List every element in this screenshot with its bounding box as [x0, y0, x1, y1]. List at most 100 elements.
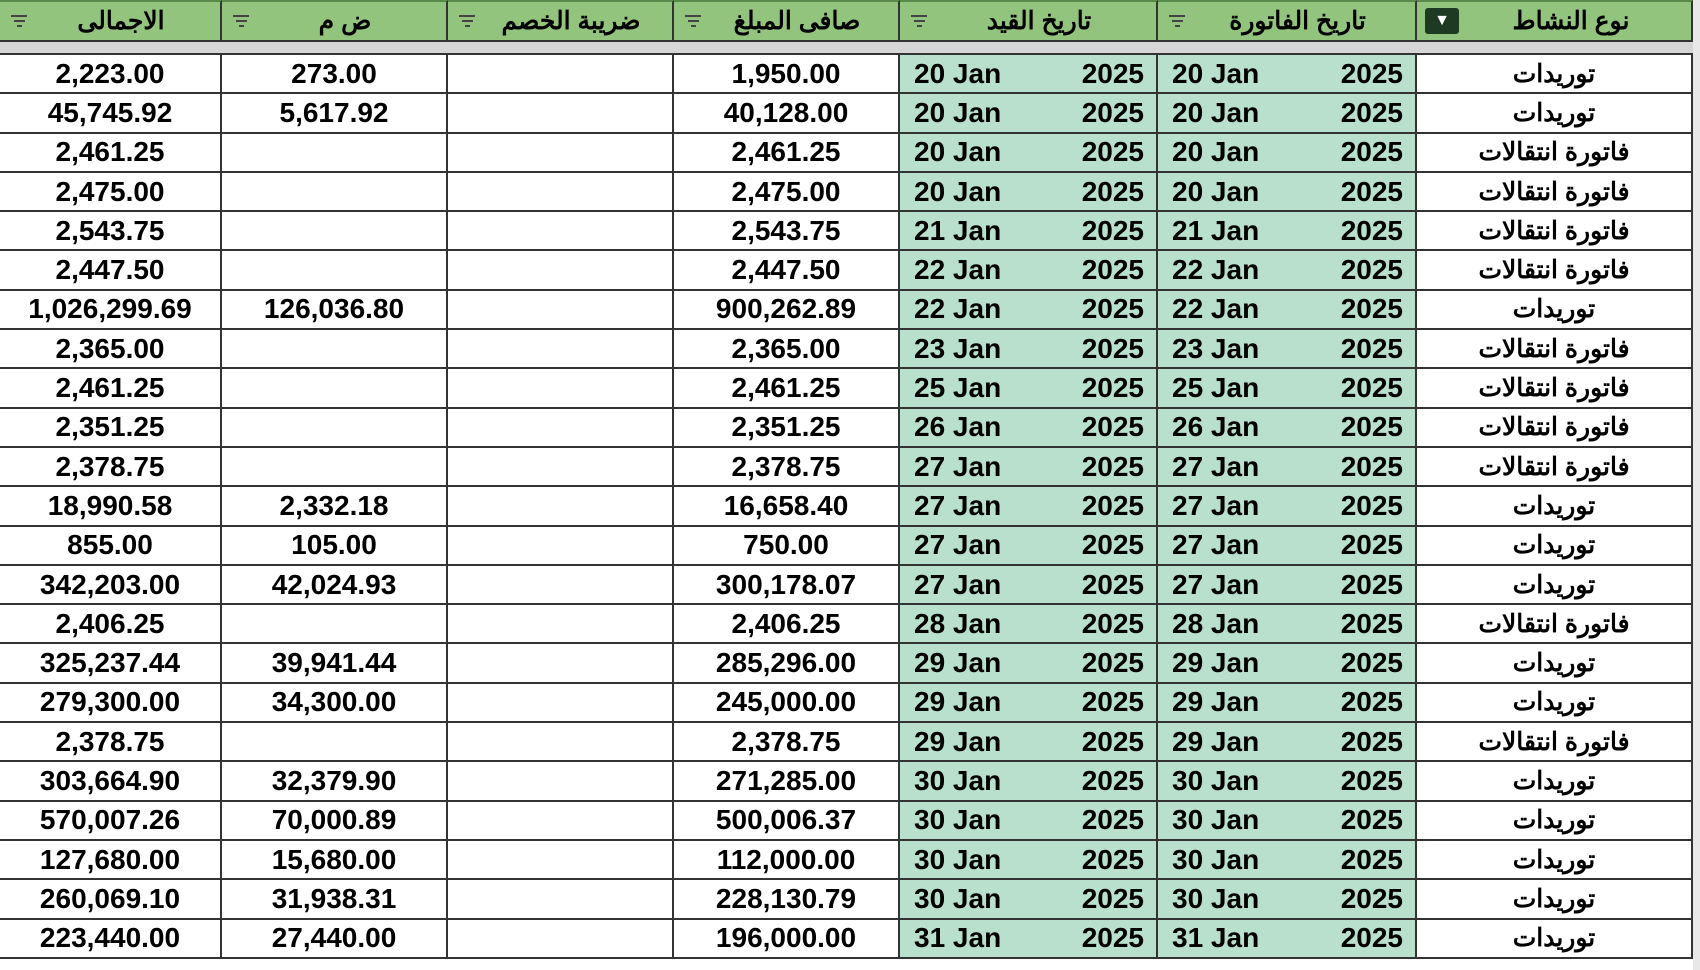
cell-total[interactable]: 2,461.25	[0, 369, 222, 409]
cell-activity-type[interactable]: توريدات	[1417, 840, 1693, 881]
cell-withholding-tax[interactable]	[448, 526, 674, 566]
cell-net-amount[interactable]: 16,658.40	[674, 487, 900, 527]
cell-total[interactable]: 2,475.00	[0, 172, 222, 213]
cell-total[interactable]: 2,461.25	[0, 133, 222, 173]
filter-dropdown-icon[interactable]	[8, 12, 30, 30]
cell-total[interactable]: 2,406.25	[0, 605, 222, 645]
cell-posting-date[interactable]: 31 Jan 2025	[900, 919, 1158, 959]
cell-withholding-tax[interactable]	[448, 133, 674, 173]
cell-posting-date[interactable]: 29 Jan 2025	[900, 683, 1158, 724]
cell-withholding-tax[interactable]	[448, 644, 674, 684]
cell-posting-date[interactable]: 27 Jan 2025	[900, 526, 1158, 566]
cell-net-amount[interactable]: 2,543.75	[674, 212, 900, 252]
cell-posting-date[interactable]: 22 Jan 2025	[900, 251, 1158, 291]
cell-vat[interactable]	[222, 251, 448, 291]
cell-net-amount[interactable]: 300,178.07	[674, 565, 900, 606]
cell-invoice-date[interactable]: 25 Jan 2025	[1158, 369, 1417, 409]
cell-vat[interactable]	[222, 172, 448, 213]
cell-posting-date[interactable]: 25 Jan 2025	[900, 369, 1158, 409]
cell-invoice-date[interactable]: 20 Jan 2025	[1158, 55, 1417, 95]
cell-vat[interactable]: 31,938.31	[222, 880, 448, 920]
cell-invoice-date[interactable]: 29 Jan 2025	[1158, 723, 1417, 763]
cell-vat[interactable]	[222, 605, 448, 645]
cell-net-amount[interactable]: 2,447.50	[674, 251, 900, 291]
cell-invoice-date[interactable]: 29 Jan 2025	[1158, 644, 1417, 684]
cell-vat[interactable]: 39,941.44	[222, 644, 448, 684]
cell-vat[interactable]: 126,036.80	[222, 290, 448, 331]
cell-total[interactable]: 2,543.75	[0, 212, 222, 252]
cell-total[interactable]: 127,680.00	[0, 840, 222, 881]
cell-invoice-date[interactable]: 30 Jan 2025	[1158, 801, 1417, 841]
cell-net-amount[interactable]: 196,000.00	[674, 919, 900, 959]
cell-net-amount[interactable]: 2,461.25	[674, 369, 900, 409]
cell-posting-date[interactable]: 29 Jan 2025	[900, 723, 1158, 763]
cell-withholding-tax[interactable]	[448, 723, 674, 763]
cell-total[interactable]: 2,378.75	[0, 447, 222, 488]
cell-withholding-tax[interactable]	[448, 55, 674, 95]
cell-activity-type[interactable]: فاتورة انتقالات	[1417, 605, 1693, 645]
cell-invoice-date[interactable]: 26 Jan 2025	[1158, 408, 1417, 448]
cell-vat[interactable]: 273.00	[222, 55, 448, 95]
cell-activity-type[interactable]: توريدات	[1417, 919, 1693, 959]
cell-total[interactable]: 260,069.10	[0, 880, 222, 920]
cell-posting-date[interactable]: 30 Jan 2025	[900, 840, 1158, 881]
cell-posting-date[interactable]: 20 Jan 2025	[900, 133, 1158, 173]
cell-activity-type[interactable]: توريدات	[1417, 290, 1693, 331]
cell-vat[interactable]: 70,000.89	[222, 801, 448, 841]
cell-activity-type[interactable]: توريدات	[1417, 762, 1693, 802]
cell-posting-date[interactable]: 22 Jan 2025	[900, 290, 1158, 331]
cell-net-amount[interactable]: 2,351.25	[674, 408, 900, 448]
cell-total[interactable]: 855.00	[0, 526, 222, 566]
cell-net-amount[interactable]: 271,285.00	[674, 762, 900, 802]
cell-invoice-date[interactable]: 27 Jan 2025	[1158, 565, 1417, 606]
cell-total[interactable]: 2,447.50	[0, 251, 222, 291]
cell-withholding-tax[interactable]	[448, 251, 674, 291]
cell-withholding-tax[interactable]	[448, 212, 674, 252]
cell-invoice-date[interactable]: 27 Jan 2025	[1158, 447, 1417, 488]
cell-withholding-tax[interactable]	[448, 801, 674, 841]
cell-activity-type[interactable]: فاتورة انتقالات	[1417, 723, 1693, 763]
cell-posting-date[interactable]: 23 Jan 2025	[900, 330, 1158, 370]
cell-invoice-date[interactable]: 27 Jan 2025	[1158, 526, 1417, 566]
cell-withholding-tax[interactable]	[448, 330, 674, 370]
cell-invoice-date[interactable]: 30 Jan 2025	[1158, 762, 1417, 802]
cell-withholding-tax[interactable]	[448, 369, 674, 409]
cell-vat[interactable]	[222, 408, 448, 448]
cell-withholding-tax[interactable]	[448, 880, 674, 920]
cell-activity-type[interactable]: توريدات	[1417, 644, 1693, 684]
cell-total[interactable]: 18,990.58	[0, 487, 222, 527]
cell-invoice-date[interactable]: 31 Jan 2025	[1158, 919, 1417, 959]
cell-invoice-date[interactable]: 20 Jan 2025	[1158, 172, 1417, 213]
cell-net-amount[interactable]: 40,128.00	[674, 94, 900, 134]
cell-activity-type[interactable]: فاتورة انتقالات	[1417, 408, 1693, 448]
cell-activity-type[interactable]: فاتورة انتقالات	[1417, 251, 1693, 291]
cell-activity-type[interactable]: توريدات	[1417, 683, 1693, 724]
cell-invoice-date[interactable]: 30 Jan 2025	[1158, 840, 1417, 881]
cell-vat[interactable]	[222, 447, 448, 488]
cell-activity-type[interactable]: توريدات	[1417, 880, 1693, 920]
cell-invoice-date[interactable]: 28 Jan 2025	[1158, 605, 1417, 645]
cell-posting-date[interactable]: 20 Jan 2025	[900, 55, 1158, 95]
cell-total[interactable]: 570,007.26	[0, 801, 222, 841]
cell-posting-date[interactable]: 29 Jan 2025	[900, 644, 1158, 684]
cell-withholding-tax[interactable]	[448, 919, 674, 959]
filter-dropdown-icon[interactable]	[456, 12, 478, 30]
cell-activity-type[interactable]: فاتورة انتقالات	[1417, 212, 1693, 252]
cell-vat[interactable]	[222, 369, 448, 409]
cell-net-amount[interactable]: 2,365.00	[674, 330, 900, 370]
cell-posting-date[interactable]: 21 Jan 2025	[900, 212, 1158, 252]
cell-net-amount[interactable]: 2,378.75	[674, 447, 900, 488]
vertical-scrollbar[interactable]	[1693, 0, 1700, 970]
cell-withholding-tax[interactable]	[448, 94, 674, 134]
cell-activity-type[interactable]: فاتورة انتقالات	[1417, 172, 1693, 213]
cell-vat[interactable]: 42,024.93	[222, 565, 448, 606]
cell-net-amount[interactable]: 2,378.75	[674, 723, 900, 763]
cell-withholding-tax[interactable]	[448, 447, 674, 488]
filter-dropdown-icon[interactable]	[1166, 12, 1188, 30]
cell-total[interactable]: 342,203.00	[0, 565, 222, 606]
cell-invoice-date[interactable]: 22 Jan 2025	[1158, 251, 1417, 291]
cell-net-amount[interactable]: 285,296.00	[674, 644, 900, 684]
cell-net-amount[interactable]: 500,006.37	[674, 801, 900, 841]
cell-withholding-tax[interactable]	[448, 565, 674, 606]
cell-total[interactable]: 2,378.75	[0, 723, 222, 763]
